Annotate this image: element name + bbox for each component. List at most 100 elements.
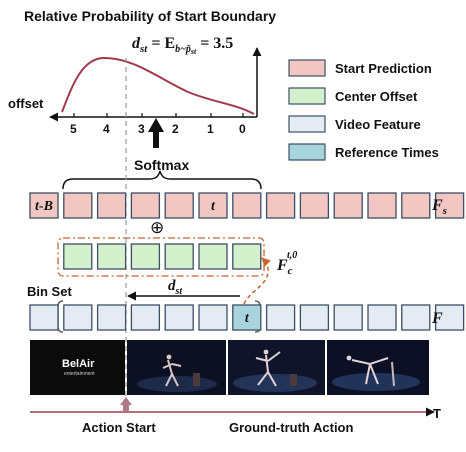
fs-label: Fs [431,197,447,217]
legend-swatch [288,143,326,161]
fs-cell [232,192,262,219]
expectation-mid: = E [147,35,175,52]
dancer-figure-4 [351,357,389,385]
legend-label: Video Feature [335,117,421,132]
bin-set-bracket-left [57,300,64,333]
f-cell [232,304,262,331]
f-cell [401,304,431,331]
stage-chair-3 [290,374,297,386]
expectation-sub2: st [190,47,197,56]
dancer-partner-4 [391,361,395,387]
f-cell [265,304,296,331]
fs-cell [299,192,330,219]
ground-truth-label: Ground-truth Action [229,420,353,435]
offset-ticks: 5 4 3 2 1 0 [70,113,246,136]
f-cell-label: t [245,311,250,326]
dst-label-sub: st [175,286,184,297]
offset-tick-label: 3 [138,122,145,136]
f-cell [29,304,59,331]
legend-swatch [288,115,326,133]
f-cell [96,304,127,331]
center-offset-group-border [57,237,265,277]
expectation-formula: dst = Eb~p̃st = 3.5 [132,35,233,56]
softmax-up-arrow [148,118,164,148]
probability-curve [61,56,255,115]
expectation-sub: b~p̃ [175,44,191,55]
fs-label-main: F [431,197,443,214]
dancer-head-3 [263,349,269,355]
center-offset-curved-arrow [243,257,271,305]
softmax-label: Softmax [134,157,189,173]
fs-cell [367,192,397,219]
legend-swatch [288,87,326,105]
fs-cell [63,192,93,219]
offset-tick-label: 1 [207,122,214,136]
offset-tick-label: 2 [172,122,179,136]
expectation-lhs: d [132,35,141,52]
f-cell [198,304,228,331]
time-axis-label: T [433,406,441,421]
f-cell [367,304,397,331]
bin-set-label: Bin Set [27,284,72,299]
legend-swatch [288,59,326,77]
action-start-arrow [120,397,132,412]
stage-light-4 [332,373,420,391]
fs-cell-label: t [211,199,216,214]
offset-tick-label: 0 [239,122,246,136]
f-cell [299,304,330,331]
legend-label: Start Prediction [335,61,432,76]
action-start-label: Action Start [82,420,156,435]
plus-symbol: ⊕ [150,218,164,237]
belair-logo: BelAir [62,358,95,370]
fc-cell [198,243,228,270]
center-offset-row [63,243,262,270]
offset-tick-label: 4 [103,122,110,136]
fc-label-sub: c [288,265,293,277]
dancer-head-2 [166,354,172,360]
f-label: F [431,310,443,327]
offset-tick-label: 5 [70,122,77,136]
fs-cell [29,192,59,219]
fc-label-main: F [276,257,288,274]
fs-cell [401,192,431,219]
fs-cell [96,192,127,219]
legend: Start Prediction Center Offset Video Featu… [288,59,439,161]
fc-cell [232,243,262,270]
expectation-rhs: = 3.5 [196,35,233,52]
dancer-figure-2 [162,359,182,387]
belair-logo-subtitle: entertainment [64,371,95,377]
f-cell [164,304,194,331]
fs-cell [130,192,161,219]
f-cell [333,304,363,331]
fc-cell [96,243,127,270]
softmax-brace [62,170,262,190]
dancer-figure-3 [255,351,281,387]
fs-cell [333,192,363,219]
figure-title: Relative Probability of Start Boundary [24,8,276,24]
legend-label: Reference Times [335,145,439,160]
fc-label: Fc [276,257,293,277]
dst-label: dst [168,278,183,297]
video-frame-1 [30,340,125,395]
offset-label: offset [8,96,44,111]
expectation-lhs-sub: st [139,43,148,55]
legend-label: Center Offset [335,89,418,104]
fs-label-sub: s [442,205,447,217]
start-prediction-row: t-B t [29,192,465,219]
f-cell [63,304,93,331]
stage-chair-2 [193,373,200,386]
fc-label-sup: t,0 [287,250,297,261]
fs-cell [198,192,228,219]
f-cell [434,304,465,331]
fs-cell-label: t-B [35,199,53,214]
fs-cell [164,192,194,219]
dancer-head-4 [346,355,352,361]
fs-cell [434,192,465,219]
fs-cell [265,192,296,219]
video-feature-row: t [29,304,465,331]
fc-cell [130,243,161,270]
fc-cell [63,243,93,270]
dst-label-main: d [168,278,176,294]
video-frames: BelAir entertainment [30,340,429,395]
